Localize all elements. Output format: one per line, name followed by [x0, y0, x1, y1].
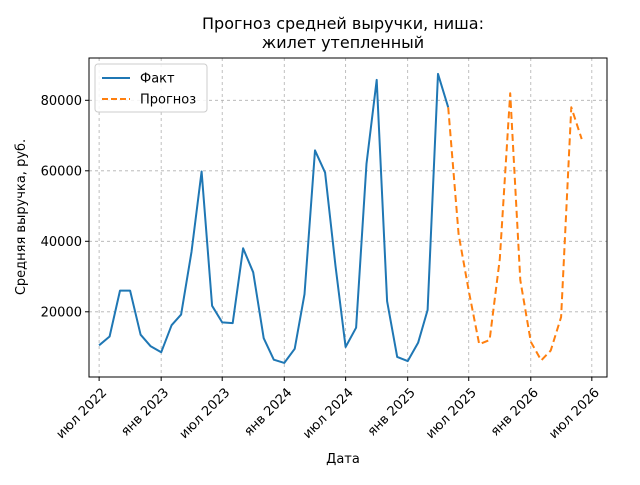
legend: Факт Прогноз	[94, 63, 208, 113]
y-tick-label: 20000	[41, 305, 82, 320]
legend-label: Прогноз	[140, 93, 196, 108]
y-axis-label: Средняя выручка, руб.	[14, 139, 29, 295]
y-axis-ticks: 20000 40000 60000 80000	[41, 94, 89, 320]
x-axis-label: Дата	[326, 452, 360, 467]
plot-frame	[88, 57, 608, 378]
grid	[89, 58, 607, 377]
legend-label: Факт	[140, 72, 175, 87]
series-lines	[98, 72, 583, 364]
chart-title-line: жилет утепленный	[262, 33, 424, 52]
y-tick-label: 60000	[41, 164, 82, 179]
y-tick-label: 40000	[41, 235, 82, 250]
chart-title-line: Прогноз средней выручки, ниша:	[202, 14, 484, 33]
chart-title: Прогноз средней выручки, ниша: жилет утеп…	[202, 14, 484, 52]
series-line-actual	[98, 72, 450, 364]
y-tick-label: 80000	[41, 94, 82, 109]
series-line-forecast	[447, 92, 583, 362]
